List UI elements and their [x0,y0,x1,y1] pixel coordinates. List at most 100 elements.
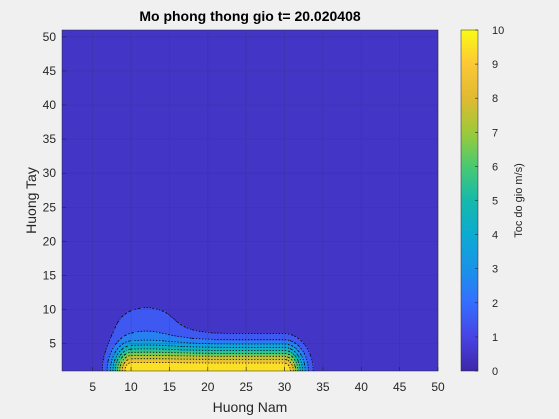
contour-cell [109,340,118,343]
contour-cell [299,357,303,360]
contour-cell [179,348,293,351]
contour-cell [109,352,117,355]
contour-cell [292,345,301,348]
contour-cell [113,331,134,334]
contour-cell [117,347,124,350]
contour-cell [113,328,191,331]
contour-cell [104,359,109,362]
contour-cell [119,355,124,358]
contour-cell [117,357,122,360]
contour-cell [119,362,122,365]
y-tick-label: 25 [43,200,57,214]
y-tick-label: 50 [43,30,57,44]
contour-cell [301,367,306,370]
contour-cell [119,319,176,322]
contour-cell [125,365,291,368]
contour-cell [297,369,301,371]
contour-cell [117,369,120,371]
contour-cell [297,359,301,362]
contour-cell [111,348,118,351]
contour-cell [117,367,120,370]
contour-cell [297,365,301,368]
contour-line-level-6 [117,351,299,371]
contour-cell [305,355,312,358]
x-tick-label: 20 [201,380,215,394]
y-axis-ticks: 5 10 15 20 25 30 35 40 45 50 [43,30,66,351]
y-tick-label: 5 [49,337,56,351]
contour-cell [119,360,122,363]
contour-cell [290,369,295,371]
contour-cell [109,355,115,358]
chart-title: Mo phong thong gio t= 20.020408 [139,8,361,24]
contour-cell [286,355,293,358]
contour-cell [117,323,182,326]
contour-cell [111,359,117,362]
contour-cell [307,365,314,368]
contour-cell [286,359,293,362]
colorbar-tick-label: 7 [492,127,498,139]
contour-cell [125,360,291,363]
contour-cell [303,360,308,363]
contour-cell [117,359,120,362]
colorbar-tick-label: 0 [492,366,498,378]
contour-cell [179,345,293,348]
contour-cell [288,364,293,367]
contour-cell [104,355,111,358]
contour-cell [301,360,305,363]
contour-cell [299,352,305,355]
contour-cell [123,359,128,362]
contour-cell [290,353,295,356]
y-tick-label: 10 [43,303,57,317]
contour-cell [123,364,128,367]
contour-cell [115,362,120,365]
colorbar-tick-label: 5 [492,196,498,208]
contour-cell [288,343,299,346]
contour-cell [113,369,117,371]
contour-cell [108,367,111,370]
contour-cell [213,338,301,341]
contour-cell [297,367,301,370]
contour-cell [115,359,118,362]
contour-cell [294,359,299,362]
contour-cell [127,345,180,348]
contour-cell [117,348,122,351]
contour-cell [292,365,297,368]
contour-cell [104,357,109,360]
contour-cell [121,364,124,367]
contour-cell [117,340,130,343]
contour-cell [109,367,115,370]
contour-cell [117,321,178,324]
contour-cell [113,367,117,370]
colorbar-tick-label: 2 [492,298,498,310]
contour-cell [290,365,293,368]
contour-cell [102,362,109,365]
contour-cell [125,357,291,360]
contour-cell [129,340,166,343]
contour-cell [113,347,118,350]
contour-line-level-5 [114,348,301,371]
contour-cell [108,364,111,367]
contour-cell [301,355,306,358]
contour-cell [109,338,120,341]
y-tick-label: 30 [43,166,57,180]
contour-cell [299,369,303,371]
contour-cell [307,364,314,367]
x-tick-label: 25 [239,380,253,394]
contour-cell [113,345,120,348]
contour-cell [307,362,314,365]
contour-cell [115,324,184,327]
contour-cell [121,362,124,365]
contour-cell [115,352,118,355]
contour-cell [132,331,161,334]
contour-cell [109,369,115,371]
contour-cell [106,350,113,353]
colorbar-tick-label: 8 [492,93,498,105]
colorbar-tick-label: 9 [492,59,498,71]
contour-cell [106,348,113,351]
contour-cell [296,365,299,368]
x-tick-label: 40 [355,380,369,394]
contour-cell [296,357,301,360]
contour-cell [301,369,306,371]
contour-cell [159,331,211,334]
contour-cell [301,348,308,351]
